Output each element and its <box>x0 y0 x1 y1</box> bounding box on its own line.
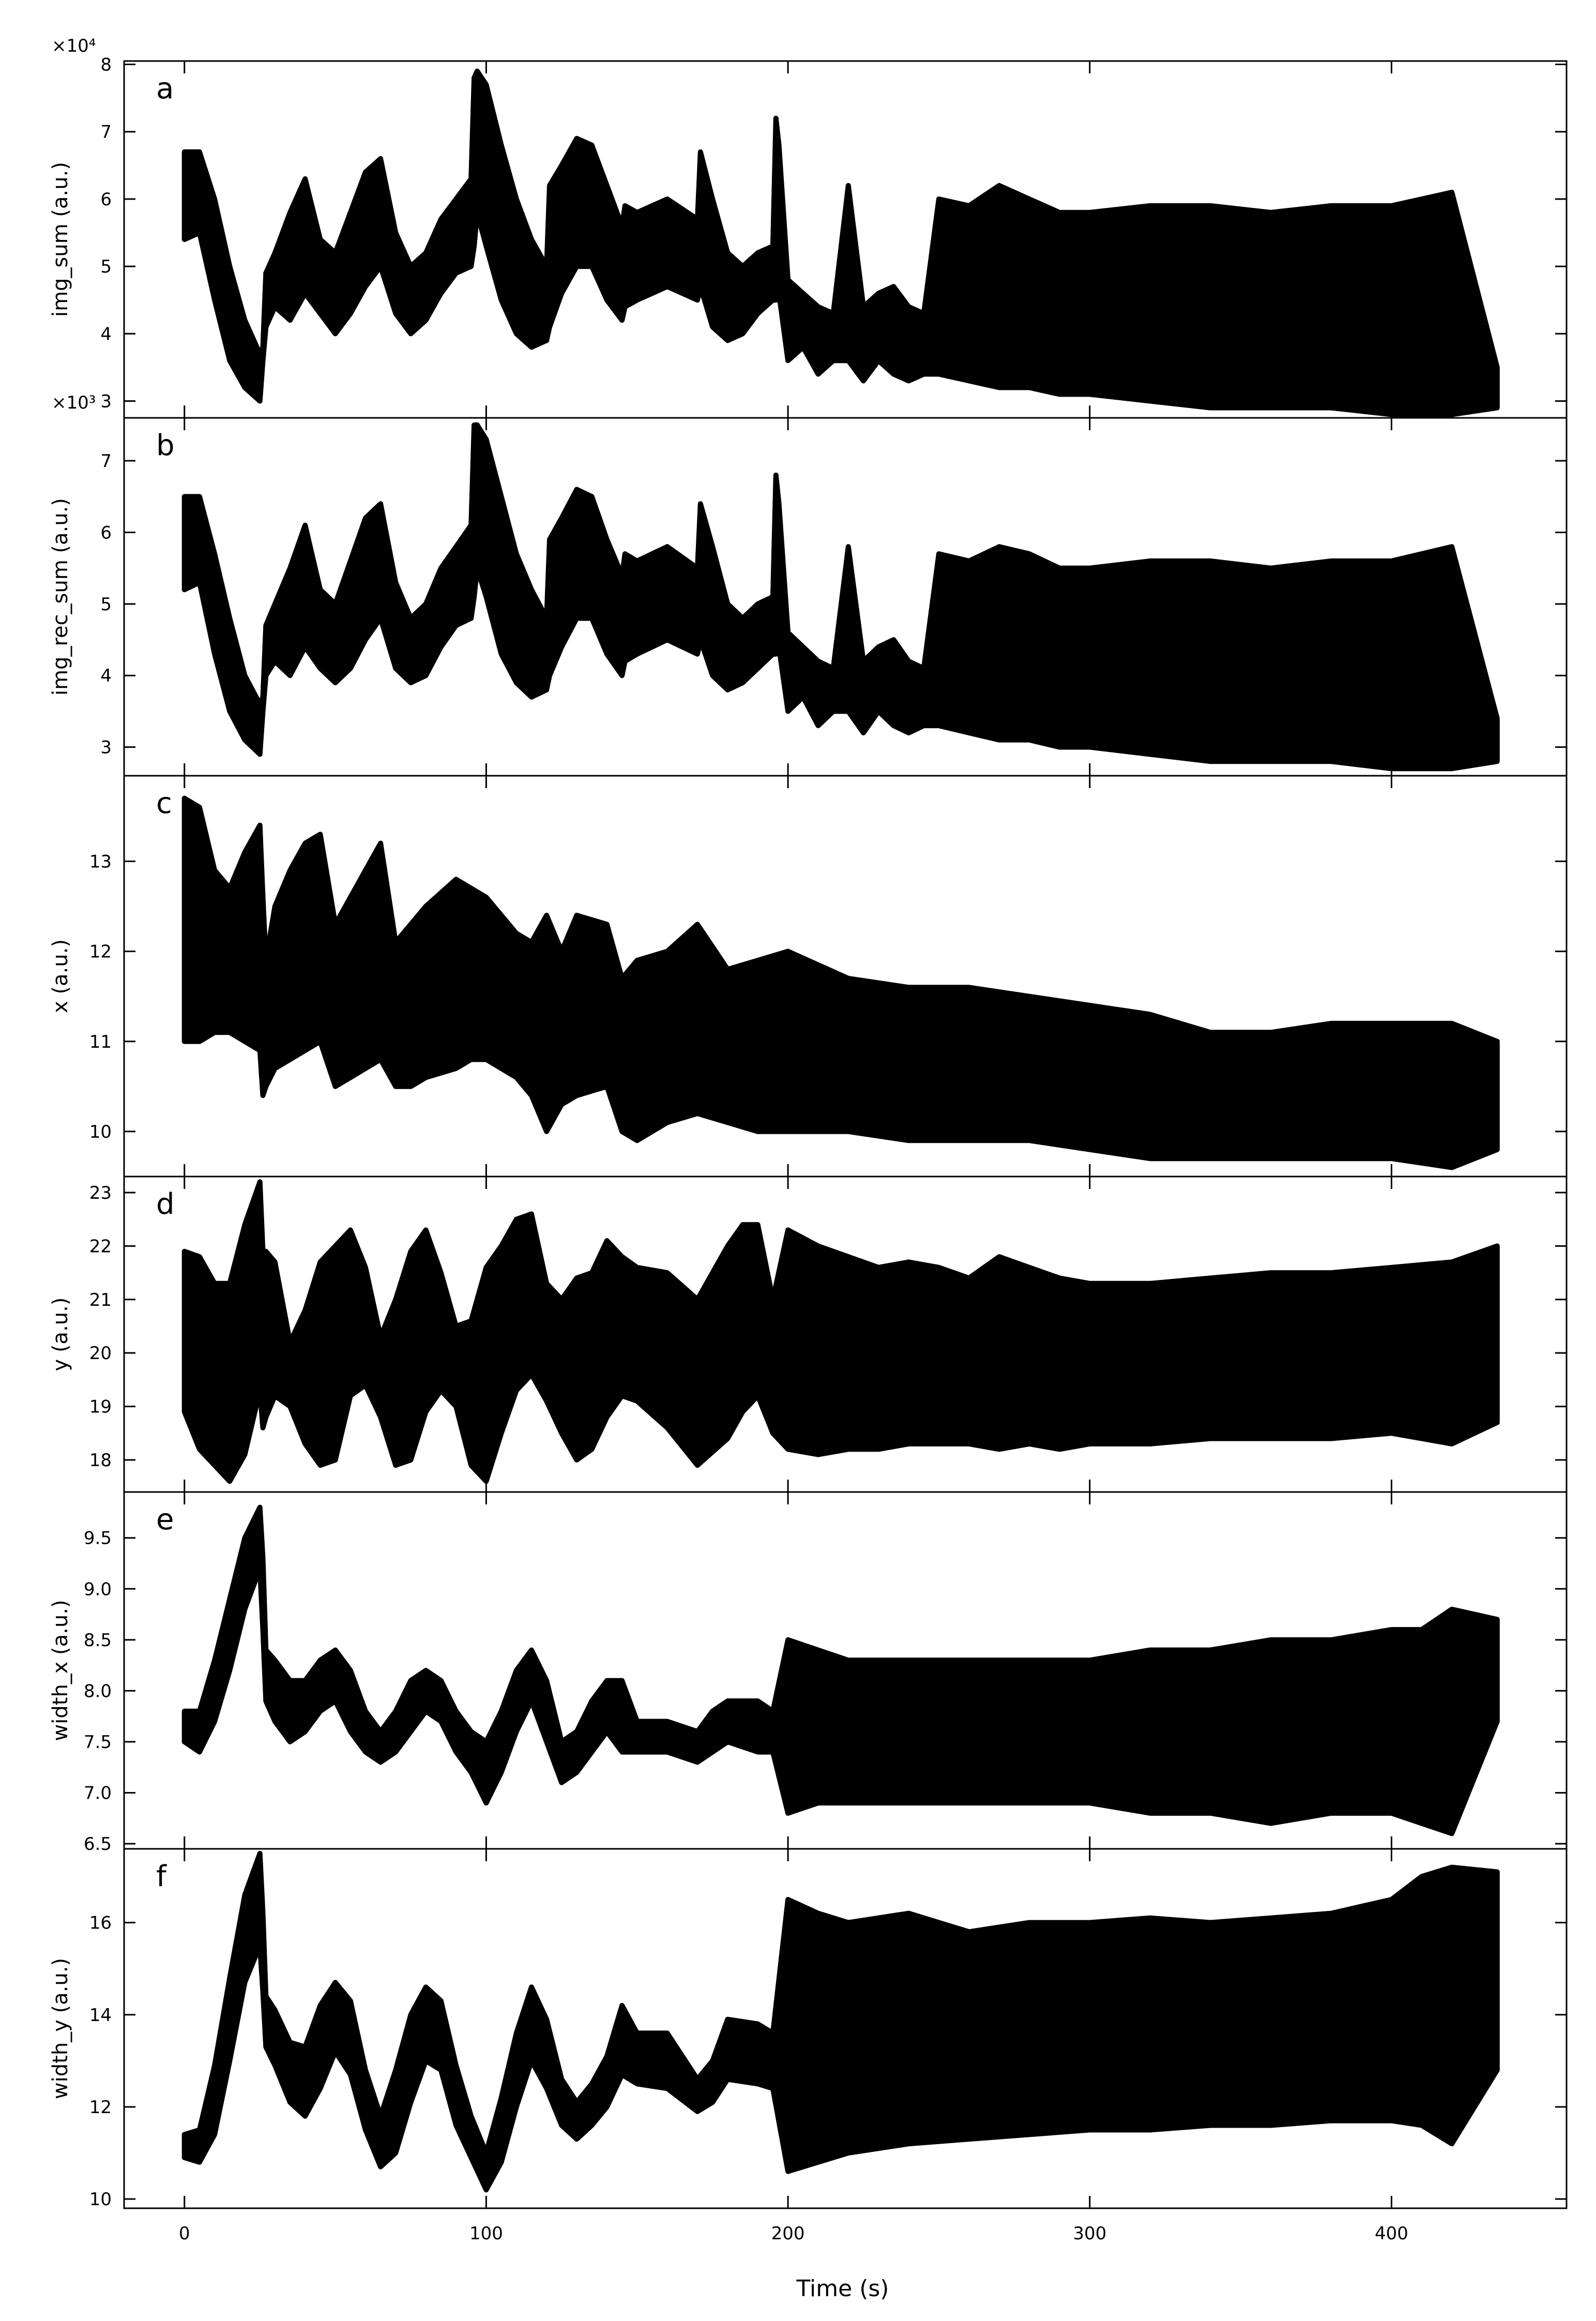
y-tick-label: 3 <box>100 391 112 412</box>
y-tick-label: 10 <box>89 1122 112 1142</box>
y-tick-label: 6 <box>100 189 112 210</box>
x-tick-label: 200 <box>771 2223 805 2244</box>
y-tick-label: 12 <box>89 942 112 962</box>
y-tick-label: 20 <box>89 1343 112 1364</box>
data-band-e <box>181 1504 1500 1836</box>
x-axis-label: Time (s) <box>796 2275 889 2302</box>
y-tick-label: 7 <box>100 122 112 143</box>
y-tick-label: 7 <box>100 451 112 472</box>
y-tick-label: 4 <box>100 666 112 686</box>
data-band-d <box>181 1179 1500 1484</box>
panel-label-f: f <box>156 1860 167 1893</box>
y-axis-label-e: width_x (a.u.) <box>49 1600 72 1741</box>
x-tick-label: 0 <box>179 2223 190 2244</box>
y-axis-label-f: width_y (a.u.) <box>49 1958 72 2099</box>
panel-label-c: c <box>156 787 172 820</box>
axes-frame-f <box>123 1848 1568 2209</box>
y-axis-label-a: img_sum (a.u.) <box>49 162 72 317</box>
y-tick-label: 7.5 <box>84 1732 112 1753</box>
y-tick-label: 19 <box>89 1397 112 1418</box>
y-tick-label: 18 <box>89 1450 112 1471</box>
x-tick-label: 100 <box>469 2223 503 2244</box>
y-tick-label: 8.5 <box>84 1630 112 1651</box>
panels: 3 4 5 6 7 8 a img_sum (a.u.) ×10⁴ 3 4 5 6 7 b img_rec_s… <box>49 36 1568 2210</box>
data-band-c <box>181 795 1500 1170</box>
y-tick-label: 23 <box>89 1183 112 1203</box>
y-tick-label: 3 <box>100 737 112 758</box>
data-band-a <box>181 68 1500 417</box>
panel-b: 3 4 5 6 7 b img_rec_sum (a.u.) ×10³ <box>49 393 1568 777</box>
y-tick-label: 22 <box>89 1236 112 1257</box>
y-tick-label: 7.0 <box>84 1783 112 1804</box>
y-tick-label: 6 <box>100 522 112 543</box>
data-band-b <box>181 422 1500 772</box>
panel-label-d: d <box>156 1187 175 1221</box>
data-band-f <box>181 1850 1500 2193</box>
y-tick-label: 8 <box>100 55 112 76</box>
x-tick-label: 300 <box>1073 2223 1106 2244</box>
y-tick-label: 4 <box>100 324 112 344</box>
y-tick-label: 11 <box>89 1032 112 1052</box>
panel-d: 18 19 20 21 22 23 d y (a.u.) <box>49 1175 1568 1493</box>
y-tick-label: 21 <box>89 1290 112 1310</box>
y-multiplier-a: ×10⁴ <box>52 36 96 56</box>
panel-label-e: e <box>156 1503 174 1536</box>
x-tick-label: 400 <box>1375 2223 1408 2244</box>
y-tick-label: 13 <box>89 851 112 872</box>
y-tick-label: 5 <box>100 594 112 615</box>
y-tick-label: 12 <box>89 2097 112 2118</box>
y-axis-label-b: img_rec_sum (a.u.) <box>49 498 72 696</box>
panel-f: 10 12 14 16 f width_y (a.u.) <box>49 1848 1568 2210</box>
panel-c: 10 11 12 13 c x (a.u.) <box>49 775 1568 1178</box>
y-tick-label: 8.0 <box>84 1681 112 1701</box>
y-axis-label-c: x (a.u.) <box>49 939 72 1013</box>
panel-label-a: a <box>156 72 174 106</box>
y-tick-label: 10 <box>89 2189 112 2210</box>
y-multiplier-b: ×10³ <box>52 393 96 413</box>
y-tick-label: 5 <box>100 257 112 277</box>
y-tick-label: 9.0 <box>84 1579 112 1600</box>
y-tick-label: 16 <box>89 1913 112 1934</box>
y-axis-label-d: y (a.u.) <box>49 1298 72 1372</box>
panel-label-b: b <box>156 429 175 462</box>
y-tick-label: 6.5 <box>84 1834 112 1855</box>
y-tick-label: 9.5 <box>84 1528 112 1549</box>
x-axis: 0 100 200 300 400 <box>179 2223 1408 2244</box>
y-tick-label: 14 <box>89 2005 112 2026</box>
